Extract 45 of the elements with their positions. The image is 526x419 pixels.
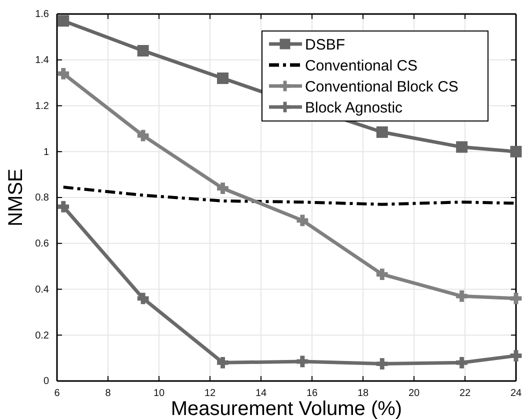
x-tick-label: 8 bbox=[105, 388, 112, 400]
point bbox=[58, 200, 70, 212]
y-tick-label: 1.2 bbox=[35, 100, 50, 112]
y-tick-label: 1 bbox=[43, 146, 50, 158]
y-tick-label: 0 bbox=[43, 376, 50, 388]
point bbox=[456, 356, 468, 368]
y-tick-label: 0.6 bbox=[35, 238, 50, 250]
x-tick-label: 10 bbox=[153, 388, 165, 400]
x-tick-label: 12 bbox=[204, 388, 216, 400]
point bbox=[137, 130, 149, 142]
point bbox=[456, 290, 468, 302]
x-tick-label: 6 bbox=[54, 388, 60, 400]
legend-label: Block Agnostic bbox=[305, 99, 404, 116]
legend-label: Conventional CS bbox=[305, 57, 418, 74]
point bbox=[510, 292, 522, 304]
point bbox=[58, 15, 70, 27]
x-tick-label: 24 bbox=[510, 388, 522, 400]
point bbox=[58, 68, 70, 80]
point bbox=[217, 182, 228, 194]
y-tick-label: 0.8 bbox=[35, 192, 50, 204]
y-tick-label: 0.4 bbox=[35, 284, 50, 296]
x-axis-title: Measurement Volume (%) bbox=[170, 398, 402, 419]
point bbox=[510, 146, 522, 158]
point bbox=[137, 44, 149, 56]
point bbox=[137, 292, 149, 304]
point bbox=[510, 350, 522, 362]
y-tick-label: 1.4 bbox=[35, 55, 50, 66]
legend-label: DSBF bbox=[305, 36, 346, 54]
x-tick-label: 22 bbox=[459, 388, 471, 400]
point bbox=[376, 358, 388, 370]
y-tick-label: 0.2 bbox=[35, 330, 50, 342]
point bbox=[376, 126, 388, 138]
x-tick-label: 20 bbox=[408, 388, 420, 400]
point bbox=[456, 141, 468, 153]
y-axis-title: NMSE bbox=[5, 168, 27, 226]
x-tick-label: 18 bbox=[357, 388, 369, 400]
x-tick-label: 16 bbox=[306, 388, 318, 400]
point bbox=[296, 356, 308, 368]
point bbox=[217, 356, 228, 368]
point bbox=[296, 214, 308, 226]
point bbox=[217, 72, 228, 84]
legend-label: Conventional Block CS bbox=[305, 78, 458, 96]
point bbox=[376, 268, 388, 280]
y-tick-label: 1.6 bbox=[35, 9, 50, 20]
x-tick-label: 14 bbox=[255, 388, 267, 400]
